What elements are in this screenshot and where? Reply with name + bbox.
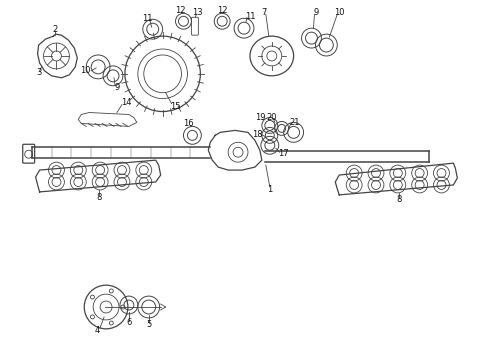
Text: 17: 17 (278, 149, 289, 158)
Text: 6: 6 (126, 318, 132, 327)
Text: 8: 8 (396, 195, 401, 204)
Text: 19: 19 (255, 113, 265, 122)
Text: 12: 12 (175, 6, 186, 15)
Text: 13: 13 (192, 8, 203, 17)
Text: 11: 11 (245, 12, 255, 21)
Text: 5: 5 (146, 320, 151, 329)
Text: 11: 11 (143, 14, 153, 23)
Text: 1: 1 (267, 185, 272, 194)
Text: 8: 8 (97, 193, 102, 202)
Text: 10: 10 (334, 8, 344, 17)
Text: 18: 18 (251, 130, 262, 139)
Text: 9: 9 (114, 83, 120, 92)
Text: 15: 15 (171, 102, 181, 111)
Text: 9: 9 (314, 8, 319, 17)
Text: 4: 4 (95, 326, 100, 335)
Text: 3: 3 (36, 68, 41, 77)
Text: 16: 16 (183, 119, 194, 128)
Text: 12: 12 (217, 6, 227, 15)
Text: 20: 20 (267, 113, 277, 122)
Text: 7: 7 (261, 8, 267, 17)
Text: 14: 14 (121, 98, 131, 107)
Text: 2: 2 (53, 25, 58, 34)
Text: 10: 10 (80, 66, 91, 75)
Text: 21: 21 (290, 118, 300, 127)
